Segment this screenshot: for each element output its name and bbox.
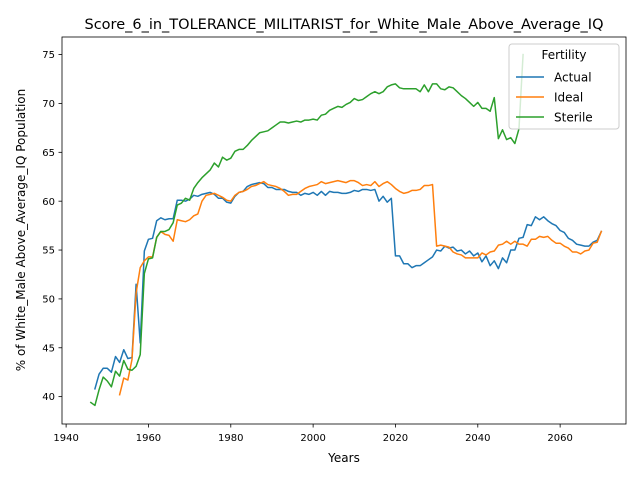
legend-title: Fertility	[541, 48, 586, 62]
legend-label: Actual	[554, 70, 592, 84]
series-line-actual	[94, 181, 603, 390]
legend-label: Sterile	[554, 110, 593, 124]
x-tick-label: 1940	[53, 433, 78, 444]
plot-area: 1940 1960 1980 2000 2020 2040 2060 40 45 50 55 60 65…	[42, 36, 627, 444]
y-tick-label: 65	[42, 148, 55, 159]
y-tick-label: 60	[42, 197, 55, 208]
y-tick-label: 40	[42, 392, 55, 403]
y-tick-label: 45	[42, 343, 55, 354]
x-axis-label: Years	[327, 451, 360, 465]
legend-box	[508, 43, 620, 130]
axes-frame	[61, 36, 627, 425]
x-tick-label: 2000	[300, 433, 325, 444]
y-tick-label: 55	[42, 246, 55, 257]
x-tick-label: 2060	[547, 433, 572, 444]
x-tick-label: 1960	[136, 433, 161, 444]
series-line-sterile	[89, 53, 524, 407]
x-tick-label: 2040	[465, 433, 490, 444]
legend-label: Ideal	[554, 90, 583, 104]
y-tick-label: 50	[42, 295, 55, 306]
legend: Fertility Actual Ideal Sterile	[508, 43, 620, 130]
y-tick-label: 75	[42, 50, 55, 61]
x-tick-label: 1980	[218, 433, 243, 444]
chart-title: Score_6_in_TOLERANCE_MILITARIST_for_Whit…	[85, 17, 604, 33]
y-axis-label: % of White_Male Above_Average_IQ Populat…	[14, 89, 28, 372]
series-line-ideal	[118, 179, 603, 396]
x-tick-label: 2020	[383, 433, 408, 444]
y-tick-label: 70	[42, 99, 55, 110]
